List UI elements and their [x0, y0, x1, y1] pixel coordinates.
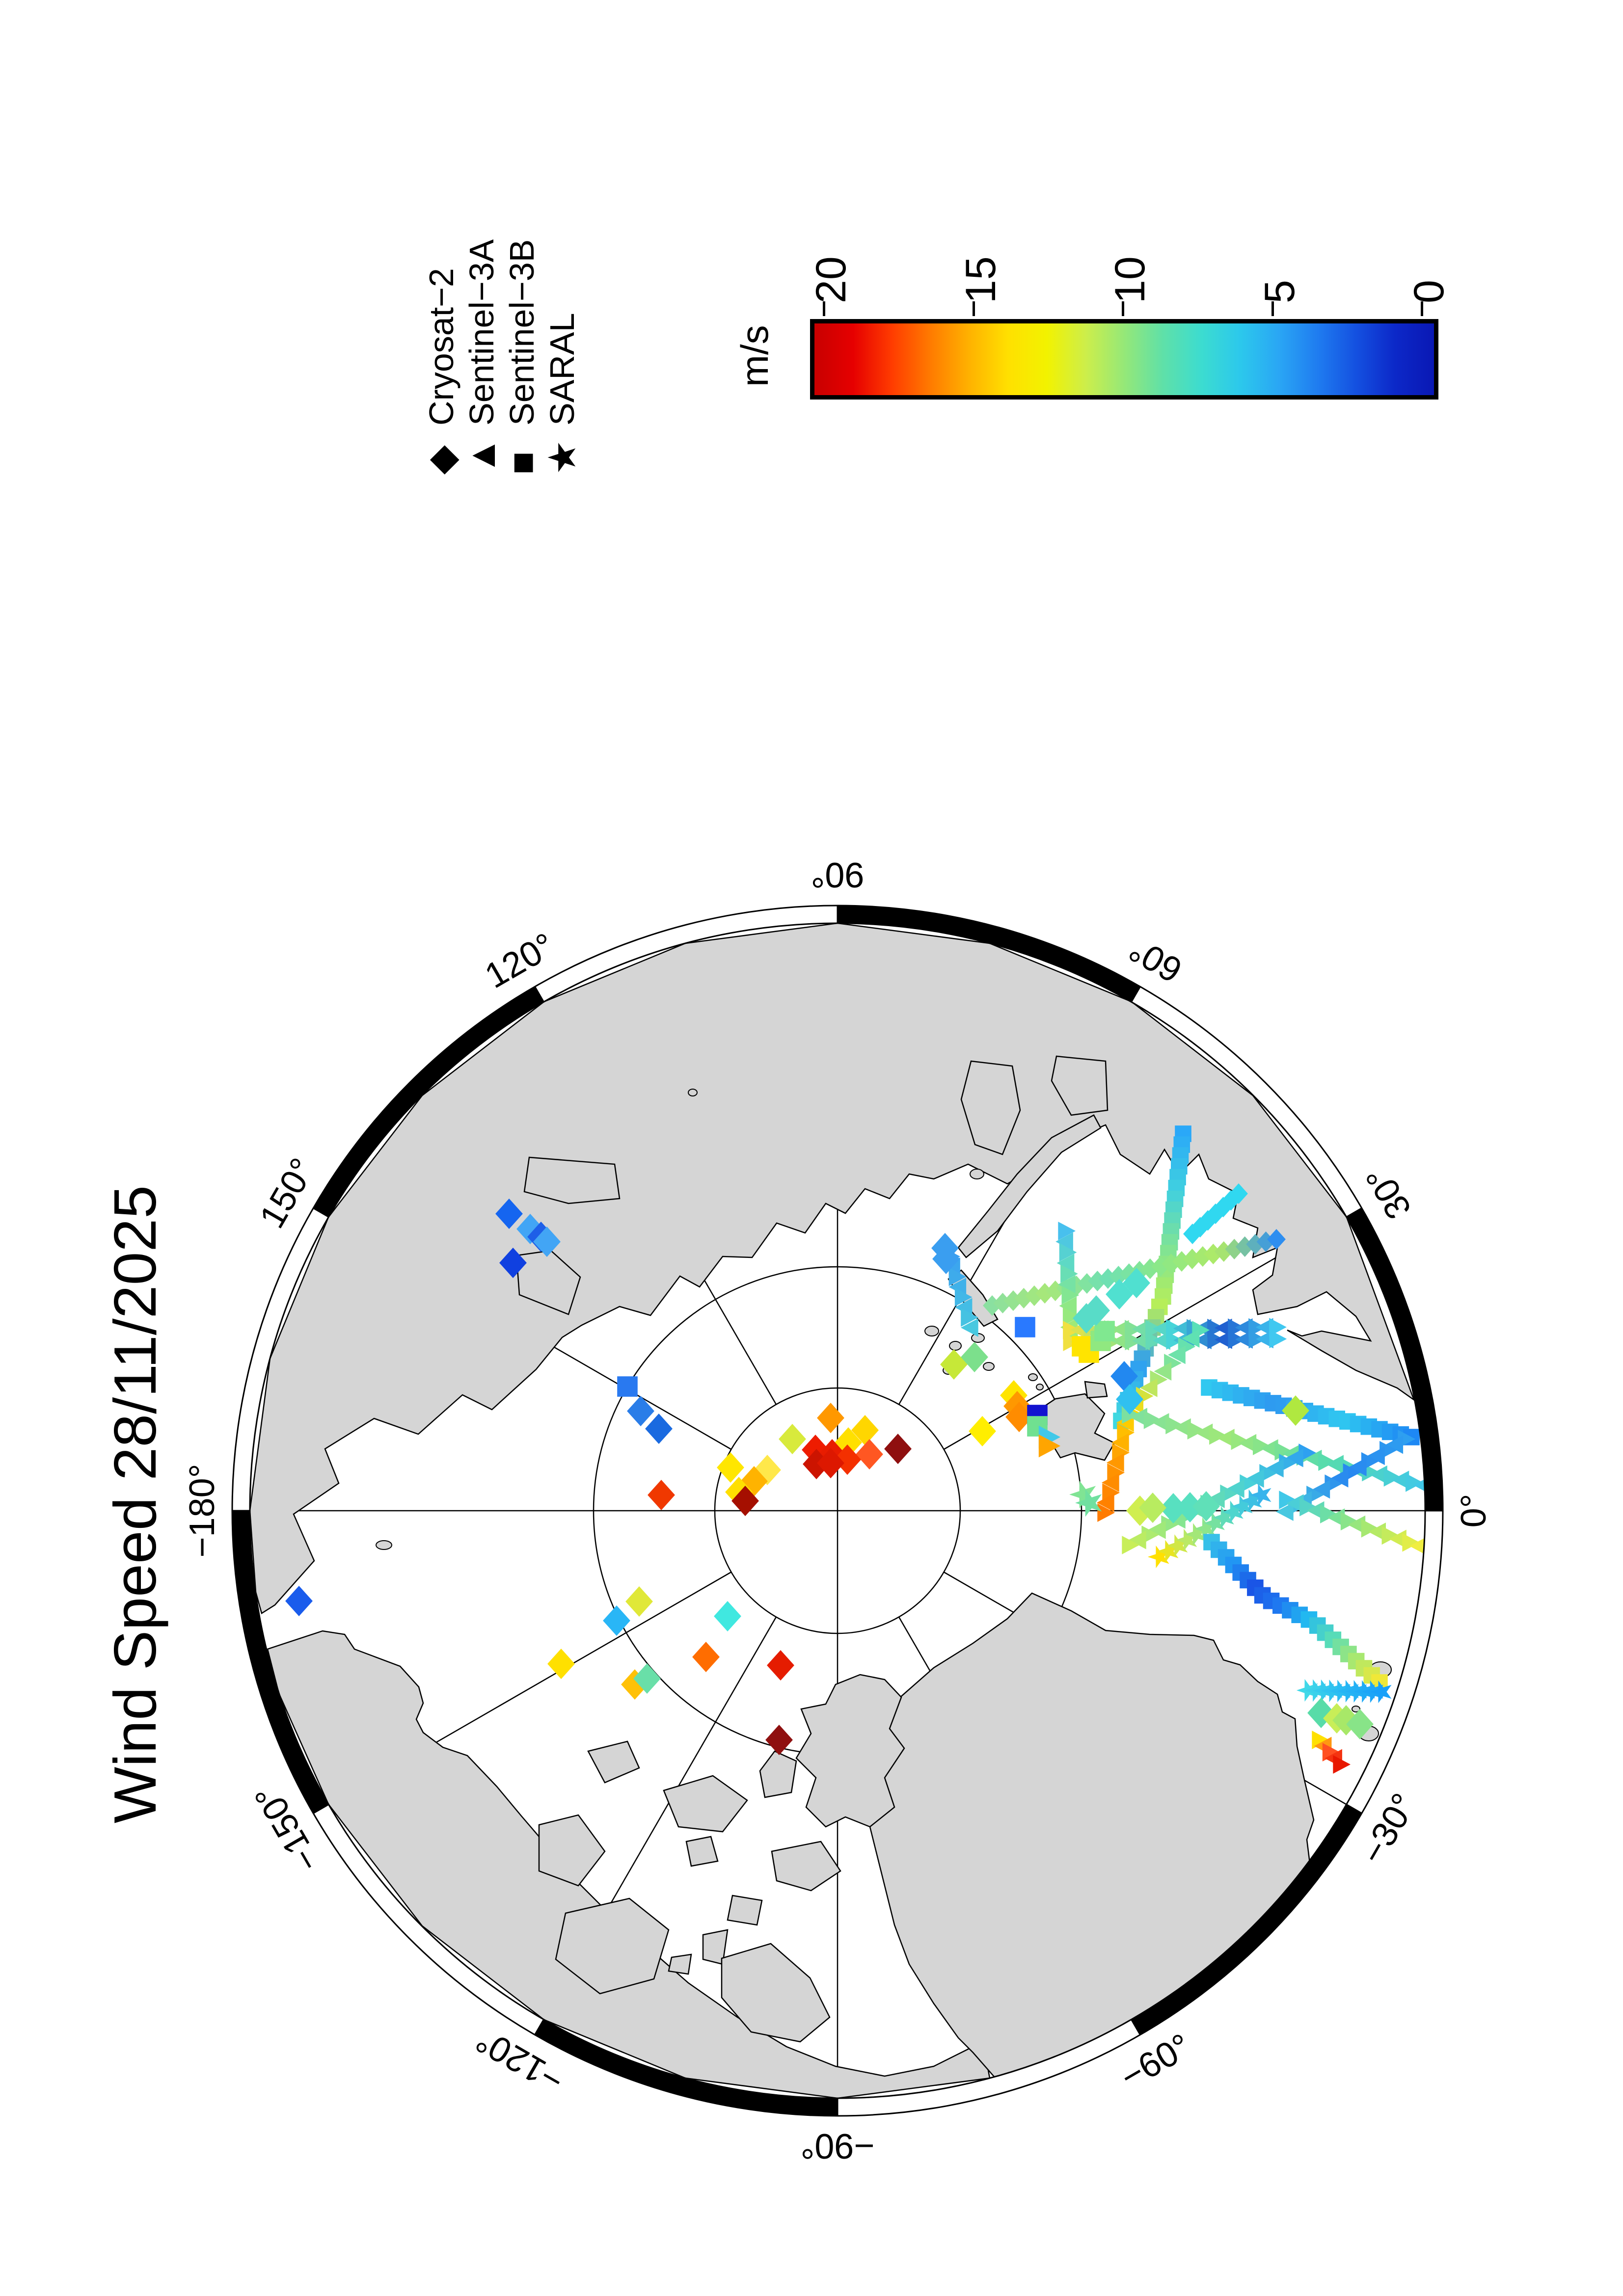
legend-label: Sentinel−3B [503, 239, 541, 426]
colorbar-tick [972, 301, 975, 316]
colorbar-tick-label: 10 [1107, 256, 1154, 303]
legend-item-cryosat2: ◆ Cryosat−2 [420, 197, 463, 475]
lon-label: 60° [1123, 930, 1189, 990]
lon-label: −90° [801, 2126, 875, 2165]
legend: ◆ Cryosat−2 ▲ Sentinel−3A ■ Sentinel−3B … [420, 197, 586, 475]
diamond-icon: ◆ [420, 445, 463, 475]
map-frame [231, 905, 1444, 2117]
colorbar-tick-label: 15 [957, 256, 1004, 303]
legend-label: Cryosat−2 [422, 268, 460, 426]
colorbar-tick [823, 301, 825, 316]
square-icon: ■ [500, 451, 543, 475]
legend-label: Sentinel−3A [462, 239, 501, 426]
legend-label: SARAL [543, 313, 581, 426]
triangle-icon: ▲ [460, 436, 503, 475]
page-title: Wind Speed 28/11/2025 [102, 1185, 168, 1823]
lon-label: 30° [1358, 1160, 1419, 1226]
star-icon: ★ [541, 440, 584, 475]
colorbar-tick [1271, 301, 1274, 316]
lon-label: −180° [183, 1464, 222, 1558]
legend-item-sentinel3a: ▲ Sentinel−3A [460, 197, 503, 475]
landmasses [250, 923, 1415, 2098]
colorbar-tick-label: 5 [1256, 280, 1303, 303]
colorbar [810, 319, 1438, 400]
colorbar-tick-label: 20 [808, 256, 855, 303]
lon-label: 90° [811, 855, 865, 894]
lon-label: 0° [1454, 1494, 1493, 1528]
legend-item-saral: ★ SARAL [541, 197, 584, 475]
wind-speed-data [285, 1125, 1425, 1774]
colorbar-tick [1122, 301, 1124, 316]
colorbar-unit: m/s [733, 325, 776, 387]
colorbar-tick-label: 0 [1406, 280, 1453, 303]
colorbar-tick [1421, 301, 1423, 316]
legend-item-sentinel3b: ■ Sentinel−3B [500, 197, 543, 475]
